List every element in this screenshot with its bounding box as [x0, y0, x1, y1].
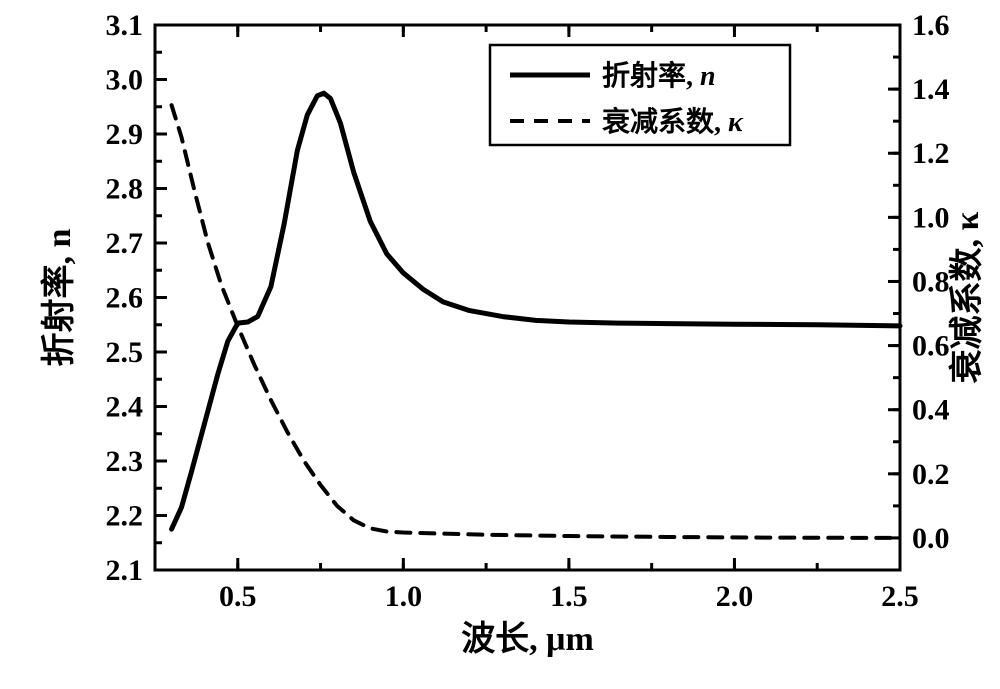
svg-text:1.0: 1.0 [912, 201, 950, 234]
svg-text:折射率, n: 折射率, n [602, 59, 716, 92]
chart-canvas: 0.5 1.0 1.5 2.0 2.5 波长, μm 2.1 2.2 2.3 2.4 2.5 2.6 2… [0, 0, 1000, 689]
svg-text:0.5: 0.5 [219, 580, 257, 613]
dual-axis-chart: 0.5 1.0 1.5 2.0 2.5 波长, μm 2.1 2.2 2.3 2.4 2.5 2.6 2… [0, 0, 1000, 689]
svg-text:3.1: 3.1 [106, 9, 144, 42]
svg-text:2.8: 2.8 [106, 173, 144, 206]
svg-text:2.9: 2.9 [106, 118, 144, 151]
svg-text:1.6: 1.6 [912, 9, 950, 42]
svg-text:折射率, n: 折射率, n [40, 228, 78, 366]
svg-text:2.4: 2.4 [106, 391, 144, 424]
svg-text:2.5: 2.5 [881, 580, 919, 613]
svg-text:0.6: 0.6 [912, 330, 950, 363]
svg-text:1.5: 1.5 [550, 580, 588, 613]
svg-text:0.0: 0.0 [912, 522, 950, 555]
svg-text:1.2: 1.2 [912, 137, 950, 170]
svg-text:2.5: 2.5 [106, 336, 144, 369]
svg-text:1.0: 1.0 [385, 580, 423, 613]
svg-text:0.8: 0.8 [912, 265, 950, 298]
svg-text:衰减系数, κ: 衰减系数, κ [948, 211, 986, 383]
svg-text:1.4: 1.4 [912, 73, 950, 106]
svg-text:2.3: 2.3 [106, 445, 144, 478]
legend: 折射率, n 衰减系数, κ [490, 45, 790, 145]
svg-text:2.7: 2.7 [106, 227, 144, 260]
svg-text:波长, μm: 波长, μm [461, 620, 594, 658]
svg-text:0.4: 0.4 [912, 394, 950, 427]
svg-text:3.0: 3.0 [106, 64, 144, 97]
svg-text:2.2: 2.2 [106, 500, 144, 533]
svg-text:2.6: 2.6 [106, 282, 144, 315]
svg-text:衰减系数, κ: 衰减系数, κ [602, 105, 744, 138]
svg-text:2.0: 2.0 [716, 580, 754, 613]
svg-text:0.2: 0.2 [912, 458, 950, 491]
svg-text:2.1: 2.1 [106, 554, 144, 587]
